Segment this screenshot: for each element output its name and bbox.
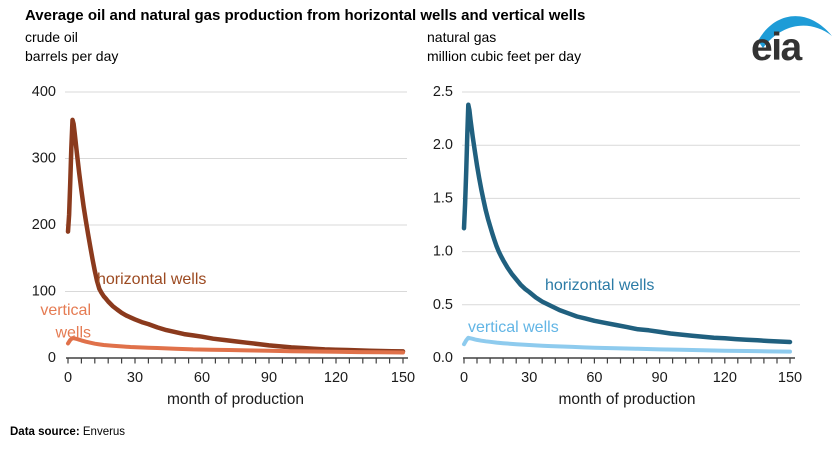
y-tick-label: 2.5 [433,84,453,100]
oil-panel-label: crude oil [25,29,78,45]
eia-logo-swoosh [758,16,832,48]
y-tick-label: 0.5 [433,297,453,313]
y-tick-label: 2.0 [433,137,453,153]
x-tick-label: 120 [324,370,348,386]
series-label: vertical wells [468,319,559,336]
eia-logo: eia [747,6,833,69]
data-source: Data source: Enverus [10,426,125,438]
y-tick-label: 100 [32,284,56,300]
x-tick-label: 30 [521,370,537,386]
series-label: wells [54,325,91,342]
y-tick-label: 200 [32,217,56,233]
x-tick-label: 150 [778,370,802,386]
x-tick-label: 120 [713,370,737,386]
eia-logo-svg: eia [751,16,832,69]
x-tick-label: 90 [652,370,668,386]
gas-panel-label: natural gas [427,29,497,45]
oil-units-label: barrels per day [25,48,119,64]
eia-logo-text: eia [751,26,803,64]
series-line [65,117,406,354]
gas-chart: 0.0 0.5 1.0 1.5 2.0 2.5 0 30 60 90 120 150 month of … [433,84,802,408]
series-line [461,102,793,345]
y-tick-label: 0 [48,350,56,366]
oil-subtitle: crude oil barrels per day [25,28,118,66]
x-tick-label: 90 [261,370,277,386]
oil-chart: 0 100 200 300 400 0 30 60 90 120 150 month of produ… [32,84,415,408]
gas-units-label: million cubic feet per day [427,48,582,64]
figure-title: Average oil and natural gas production f… [25,7,586,24]
series-line [66,336,405,355]
x-tick-label: 60 [586,370,602,386]
x-tick-label: 30 [127,370,143,386]
series-label: horizontal wells [545,277,654,294]
gas-subtitle: natural gas million cubic feet per day [427,28,581,66]
y-tick-label: 1.5 [433,190,453,206]
x-tick-label: 0 [460,370,468,386]
x-tick-label: 150 [391,370,415,386]
series-label: vertical [40,302,91,319]
data-source-value: Enverus [82,426,126,438]
x-tick-label: 60 [194,370,210,386]
data-source-label: Data source: [10,426,80,438]
y-tick-label: 0.0 [433,350,453,366]
x-axis-title: month of production [558,391,695,408]
x-axis-title: month of production [167,391,304,408]
y-tick-label: 400 [32,84,56,100]
series-label: horizontal wells [97,271,206,288]
series-line [462,335,792,354]
y-tick-label: 300 [32,151,56,167]
y-tick-label: 1.0 [433,244,453,260]
x-tick-label: 0 [64,370,72,386]
